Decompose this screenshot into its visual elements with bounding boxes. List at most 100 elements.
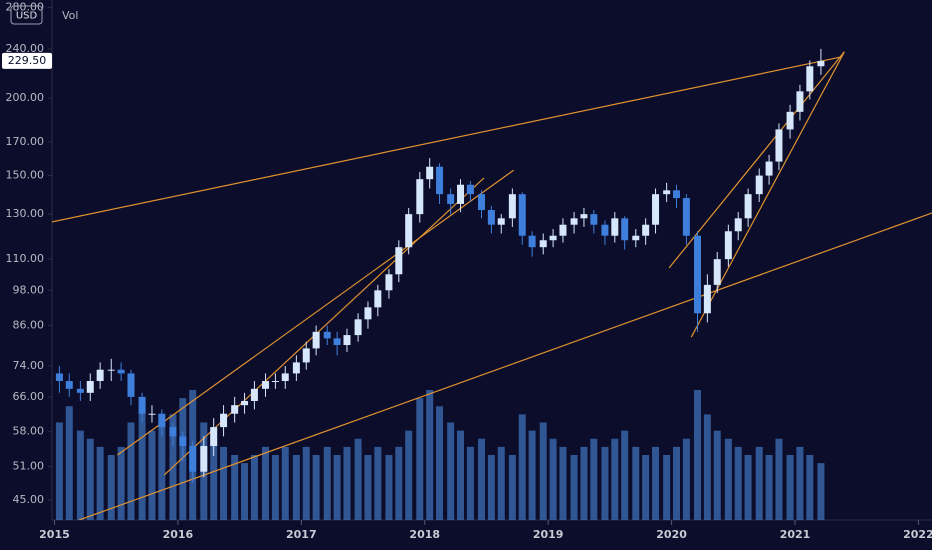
candle-body [416,179,424,215]
volume-bar [734,446,742,520]
candle-body [817,60,825,67]
candle-body [385,274,393,291]
volume-bar [796,446,804,520]
candle-body [405,214,413,248]
candle-body [281,373,289,382]
y-tick-label: 280.00 [6,0,45,13]
volume-bar [673,446,681,520]
candle-body [127,373,135,397]
candle-body [539,240,547,248]
candle-body [262,381,270,389]
volume-bar [241,463,249,520]
volume-bar [117,446,125,520]
volume-bar [528,430,536,520]
volume-bar [302,446,310,520]
candle-body [312,331,320,349]
volume-bar [333,455,341,520]
volume-bar [127,422,135,520]
candle-body [333,338,341,346]
x-tick-label: 2022 [903,528,932,541]
candle-body [755,175,763,195]
candle-body [107,369,115,371]
volume-bar [65,406,73,520]
candle-body [559,224,567,236]
volume-bar [281,446,289,520]
candle-body [395,247,403,275]
last-price-label: 229.50 [8,54,47,67]
candle-body [765,161,773,176]
volume-bar [364,455,372,520]
volume-bar [405,430,413,520]
candle-body [364,307,372,320]
candle-body [447,194,455,204]
volume-bar [385,455,393,520]
volume-bar [466,446,474,520]
volume-bar [724,438,732,520]
volume-bar [786,455,794,520]
y-tick-label: 98.00 [13,283,45,296]
volume-bar [436,406,444,520]
volume-bar [703,414,711,520]
candle-body [487,210,495,225]
volume-label: Vol [62,9,78,22]
volume-bar [86,438,94,520]
currency-box[interactable] [10,5,43,25]
x-tick-label: 2020 [656,528,687,541]
volume-bar [343,446,351,520]
candle-body [724,231,732,260]
candle-body [179,436,187,447]
y-tick-label: 86.00 [13,319,45,332]
candle-body [796,91,804,112]
candle-body [250,388,258,401]
candle-body [611,218,619,236]
volume-bar [632,446,640,520]
volume-bar [487,455,495,520]
candle-body [549,235,557,241]
candle-body [55,373,63,382]
trendline [117,169,514,456]
candle-body [508,194,516,219]
last-price-box [2,52,52,69]
x-tick-label: 2017 [286,528,317,541]
volume-bar [96,446,104,520]
candle-body [466,184,474,195]
y-tick-label: 74.00 [13,359,45,372]
candle-body [590,214,598,225]
candle-body [148,413,156,415]
candle-body [652,194,660,225]
volume-bar [250,455,258,520]
candle-body [621,218,629,241]
candle-body [200,446,208,472]
volume-bar [210,438,218,520]
volume-bar [652,446,660,520]
candle-body [806,66,814,92]
candle-body [117,369,125,374]
volume-bar [601,446,609,520]
currency[interactable]: USD [16,11,38,22]
volume-bar [744,455,752,520]
y-tick-label: 51.00 [13,459,45,472]
candle-body [138,396,146,414]
x-tick-label: 2021 [780,528,811,541]
y-tick-label: 66.00 [13,390,45,403]
volume-bar [416,398,424,520]
volume-bar [323,446,331,520]
volume-bar [580,446,588,520]
volume-bar [158,422,166,520]
volume-bar [817,463,825,520]
candle-body [457,184,465,204]
candle-body [744,194,752,219]
candle-body [601,224,609,236]
candle-body [570,218,578,225]
volume-bar [220,446,228,520]
volume-bar [271,455,279,520]
volume-bar [478,438,486,520]
y-tick-label: 45.00 [13,493,45,506]
candle-body [271,381,279,383]
trendline [163,177,485,476]
volume-bar [55,422,63,520]
candle-body [642,224,650,236]
